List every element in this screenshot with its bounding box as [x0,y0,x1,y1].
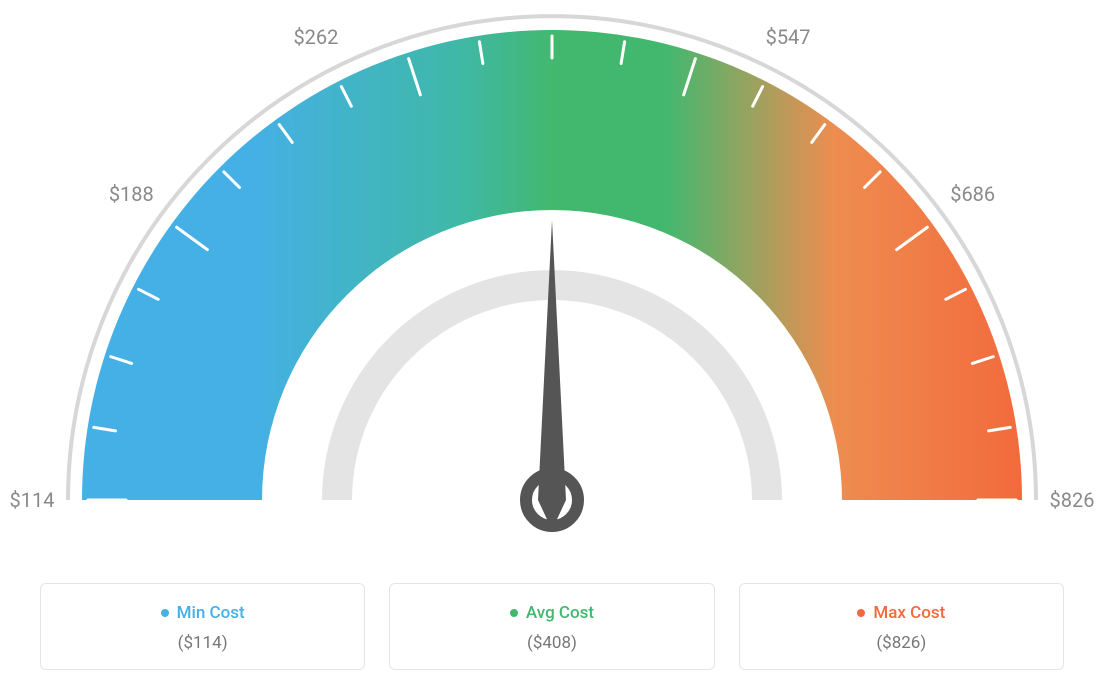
legend-max-value: ($826) [750,633,1053,653]
legend-avg-value: ($408) [400,633,703,653]
legend-row: Min Cost ($114) Avg Cost ($408) Max Cost… [40,583,1064,670]
dot-icon [857,609,865,617]
gauge-area: $114$188$262$408$547$686$826 [0,0,1104,560]
dot-icon [161,609,169,617]
dot-icon [510,609,518,617]
gauge-tick-label: $547 [766,25,811,49]
legend-max-text: Max Cost [873,603,945,623]
cost-gauge-chart: $114$188$262$408$547$686$826 Min Cost ($… [0,0,1104,690]
gauge-svg [0,0,1104,560]
legend-min-value: ($114) [51,633,354,653]
legend-avg-label: Avg Cost [510,603,594,623]
gauge-tick-label: $262 [293,25,338,49]
gauge-tick-label: $188 [109,182,154,206]
gauge-tick-label: $826 [1050,488,1095,512]
gauge-tick-label: $686 [950,182,995,206]
legend-min-label: Min Cost [161,603,245,623]
gauge-tick-label: $114 [10,488,55,512]
legend-max: Max Cost ($826) [739,583,1064,670]
legend-min: Min Cost ($114) [40,583,365,670]
legend-max-label: Max Cost [857,603,945,623]
legend-avg-text: Avg Cost [526,603,594,623]
legend-min-text: Min Cost [177,603,245,623]
legend-avg: Avg Cost ($408) [389,583,714,670]
